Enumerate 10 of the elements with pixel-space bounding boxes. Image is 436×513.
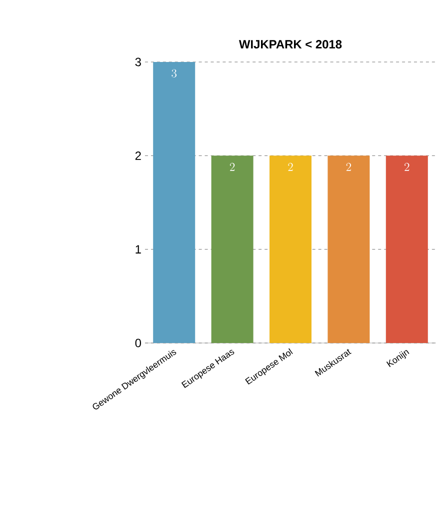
data-label: 2 [288,162,293,171]
y-tick-label: 3 [135,58,141,66]
y-tick-label: 0 [135,338,142,348]
data-label: 3 [172,69,177,78]
data-label: 2 [346,162,352,171]
data-label: 2 [404,162,410,171]
chart-title: WIJKPARK < 2018 [238,40,342,49]
y-tick-label: 1 [136,245,141,254]
y-tick-label: 2 [135,151,141,160]
data-label: 2 [230,162,235,171]
